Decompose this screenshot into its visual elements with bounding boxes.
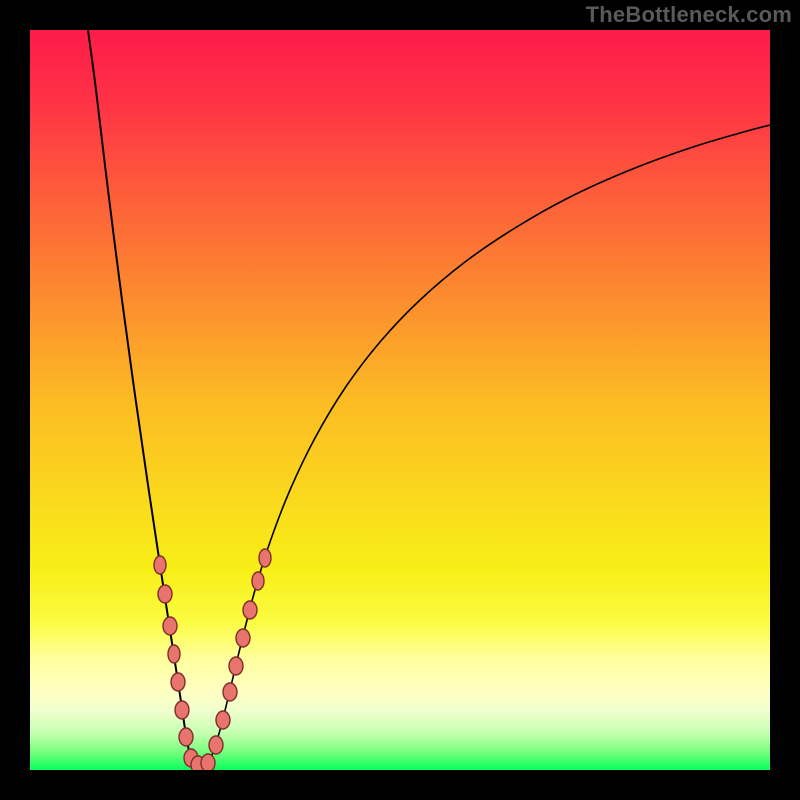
curve-marker — [236, 629, 250, 647]
curve-marker — [175, 701, 189, 719]
watermark-text: TheBottleneck.com — [586, 2, 792, 28]
curve-marker — [223, 683, 237, 701]
curve-marker — [168, 645, 180, 663]
curve-marker — [209, 736, 223, 754]
curve-marker — [259, 549, 271, 567]
curve-marker — [229, 657, 243, 675]
chart-outer-frame: TheBottleneck.com — [0, 0, 800, 800]
curve-marker — [201, 754, 215, 770]
curve-marker — [154, 556, 166, 574]
chart-plot-area — [30, 30, 770, 770]
curve-marker — [179, 728, 193, 746]
curve-marker — [158, 585, 172, 603]
chart-svg — [30, 30, 770, 770]
curve-marker — [171, 673, 185, 691]
chart-background — [30, 30, 770, 770]
curve-marker — [163, 617, 177, 635]
curve-marker — [252, 572, 264, 590]
curve-marker — [216, 711, 230, 729]
curve-marker — [243, 601, 257, 619]
